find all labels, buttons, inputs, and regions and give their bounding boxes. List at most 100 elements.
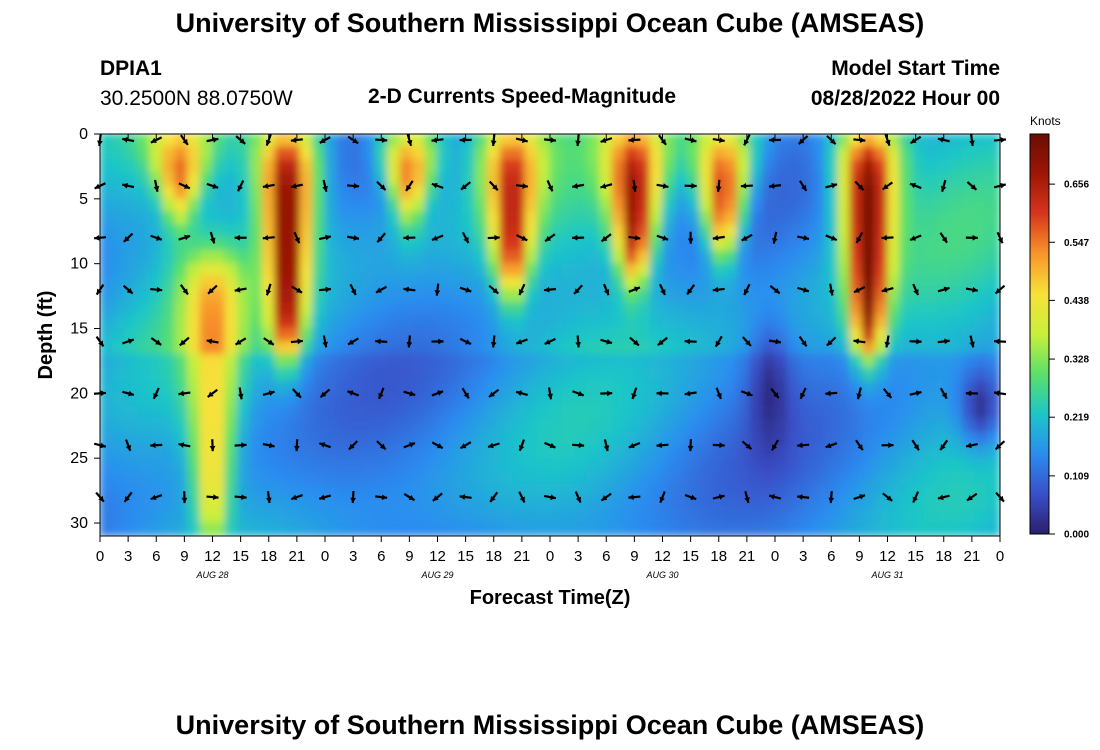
heatmap-cell xyxy=(637,470,651,485)
current-arrow xyxy=(939,387,948,400)
heatmap-cell xyxy=(699,483,713,498)
heatmap-cell xyxy=(562,496,576,511)
heatmap-cell xyxy=(349,340,363,355)
heatmap-cell xyxy=(362,263,376,278)
heatmap-cell xyxy=(112,328,126,342)
heatmap-cell xyxy=(137,353,151,368)
heatmap-cell xyxy=(212,328,226,342)
heatmap-cell xyxy=(737,366,751,381)
heatmap-cell xyxy=(399,185,413,200)
heatmap-cell xyxy=(312,159,326,174)
heatmap-cell xyxy=(362,509,376,524)
heatmap-cell xyxy=(374,172,388,187)
heatmap-cell xyxy=(437,444,451,459)
x-tick-label: 9 xyxy=(855,548,863,565)
colorbar-tick-label: 0.438 xyxy=(1064,296,1089,307)
heatmap-cell xyxy=(637,379,651,394)
heatmap-cell xyxy=(862,353,876,368)
heatmap-cell xyxy=(487,315,501,330)
heatmap-cell xyxy=(149,302,163,317)
heatmap-cell xyxy=(199,172,213,187)
heatmap-cell xyxy=(987,431,1000,446)
current-arrow xyxy=(488,284,500,295)
heatmap-cell xyxy=(974,509,988,524)
heatmap-cell xyxy=(799,198,813,213)
current-arrow xyxy=(768,183,782,189)
heatmap-cell xyxy=(787,405,801,420)
heatmap-cell xyxy=(649,366,663,381)
heatmap-cell xyxy=(362,431,376,446)
heatmap-cell xyxy=(449,263,463,278)
heatmap-cell xyxy=(474,431,488,446)
heatmap-cell xyxy=(599,509,613,524)
heatmap-cell xyxy=(874,276,888,291)
heatmap-cell xyxy=(637,289,651,304)
heatmap-cell xyxy=(699,509,713,524)
heatmap-cell xyxy=(524,418,538,433)
heatmap-cell xyxy=(212,289,226,304)
heatmap-cell xyxy=(599,224,613,239)
heatmap-cell xyxy=(274,431,288,446)
heatmap-cell xyxy=(937,159,951,174)
heatmap-cell xyxy=(399,379,413,394)
heatmap-cell xyxy=(337,405,351,420)
heatmap-cell xyxy=(449,470,463,485)
heatmap-cell xyxy=(687,431,701,446)
heatmap-cell xyxy=(137,483,151,498)
heatmap-cell xyxy=(774,353,788,368)
heatmap-cell xyxy=(100,483,113,498)
heatmap-cell xyxy=(787,431,801,446)
heatmap-cell xyxy=(149,353,163,368)
heatmap-cell xyxy=(312,289,326,304)
heatmap-cell xyxy=(399,237,413,252)
heatmap-cell xyxy=(312,340,326,355)
heatmap-cell xyxy=(462,302,476,317)
heatmap-cell xyxy=(624,418,638,433)
heatmap-cell xyxy=(137,172,151,187)
heatmap-cell xyxy=(574,366,588,381)
heatmap-cell xyxy=(837,237,851,252)
heatmap-cell xyxy=(837,172,851,187)
heatmap-cell xyxy=(349,172,363,187)
heatmap-cell xyxy=(962,315,976,330)
heatmap-cell xyxy=(712,237,726,252)
heatmap-cell xyxy=(574,211,588,226)
heatmap-cell xyxy=(262,379,276,394)
heatmap-cell xyxy=(449,496,463,511)
heatmap-cell xyxy=(574,353,588,368)
heatmap-cell xyxy=(224,263,238,278)
heatmap-cell xyxy=(299,431,313,446)
heatmap-cell xyxy=(624,405,638,420)
heatmap-cell xyxy=(787,263,801,278)
heatmap-cell xyxy=(374,418,388,433)
heatmap-cell xyxy=(512,172,526,187)
heatmap-cell xyxy=(387,315,401,330)
heatmap-cell xyxy=(862,198,876,213)
heatmap-cell xyxy=(887,444,901,459)
heatmap-cell xyxy=(587,302,601,317)
heatmap-cell xyxy=(762,250,776,265)
heatmap-cell xyxy=(887,340,901,355)
heatmap-cell xyxy=(587,159,601,174)
heatmap-cell xyxy=(412,470,426,485)
heatmap-cell xyxy=(637,444,651,459)
heatmap-cell xyxy=(824,418,838,433)
heatmap-cell xyxy=(512,457,526,472)
heatmap-cell xyxy=(499,211,513,226)
heatmap-cell xyxy=(437,379,451,394)
heatmap-cell xyxy=(924,444,938,459)
heatmap-cell xyxy=(412,366,426,381)
heatmap-cell xyxy=(962,379,976,394)
heatmap-cell xyxy=(949,340,963,355)
heatmap-cell xyxy=(524,496,538,511)
heatmap-cell xyxy=(100,159,113,174)
heatmap-cell xyxy=(924,431,938,446)
heatmap-cell xyxy=(462,509,476,524)
heatmap-cell xyxy=(337,457,351,472)
heatmap-cell xyxy=(787,211,801,226)
heatmap-cell xyxy=(662,366,676,381)
heatmap-cell xyxy=(174,263,188,278)
heatmap-cell xyxy=(162,159,176,174)
heatmap-cell xyxy=(837,444,851,459)
heatmap-cell xyxy=(562,263,576,278)
